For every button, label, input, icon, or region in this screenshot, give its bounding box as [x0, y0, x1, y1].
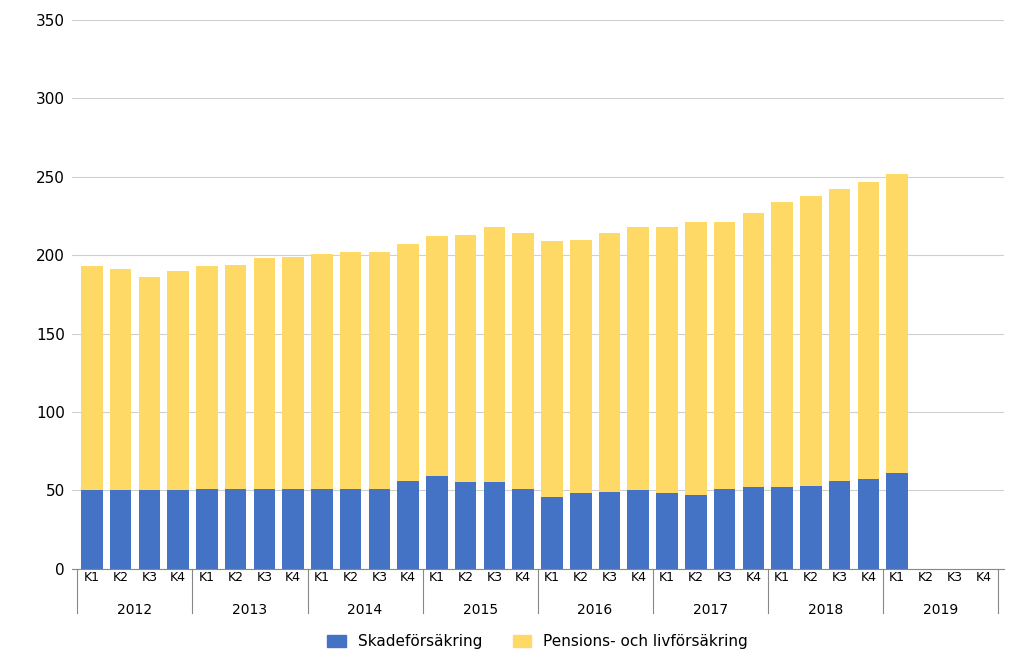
Bar — [340, 252, 361, 489]
Text: 2013: 2013 — [232, 603, 267, 617]
Bar — [426, 236, 447, 476]
Bar — [771, 487, 793, 569]
Bar — [196, 266, 218, 489]
Bar — [656, 494, 678, 569]
Legend: Skadeförsäkring, Pensions- och livförsäkring: Skadeförsäkring, Pensions- och livförsäk… — [319, 627, 756, 657]
Bar — [714, 222, 735, 489]
Text: 2012: 2012 — [118, 603, 153, 617]
Bar — [369, 252, 390, 489]
Bar — [628, 227, 649, 490]
Bar — [283, 489, 304, 569]
Text: 2018: 2018 — [808, 603, 843, 617]
Bar — [887, 174, 908, 473]
Text: 2019: 2019 — [923, 603, 957, 617]
Bar — [81, 490, 102, 569]
Bar — [599, 492, 621, 569]
Bar — [800, 486, 821, 569]
Bar — [311, 254, 333, 489]
Bar — [455, 482, 476, 569]
Bar — [254, 258, 275, 489]
Bar — [283, 257, 304, 489]
Bar — [483, 482, 505, 569]
Bar — [685, 222, 707, 495]
Bar — [828, 189, 850, 481]
Bar — [426, 476, 447, 569]
Bar — [857, 181, 880, 479]
Bar — [225, 264, 247, 489]
Text: 2014: 2014 — [347, 603, 383, 617]
Bar — [570, 240, 592, 494]
Bar — [483, 227, 505, 482]
Bar — [512, 489, 534, 569]
Bar — [369, 489, 390, 569]
Bar — [742, 487, 764, 569]
Bar — [656, 227, 678, 494]
Bar — [110, 490, 131, 569]
Text: 2015: 2015 — [463, 603, 498, 617]
Bar — [81, 266, 102, 490]
Bar — [714, 489, 735, 569]
Bar — [311, 489, 333, 569]
Bar — [110, 270, 131, 490]
Bar — [771, 202, 793, 487]
Bar — [800, 195, 821, 486]
Bar — [542, 496, 563, 569]
Bar — [397, 481, 419, 569]
Bar — [254, 489, 275, 569]
Bar — [138, 277, 160, 490]
Bar — [628, 490, 649, 569]
Bar — [512, 233, 534, 489]
Text: 2017: 2017 — [692, 603, 728, 617]
Bar — [167, 490, 188, 569]
Bar — [570, 494, 592, 569]
Bar — [455, 235, 476, 482]
Bar — [742, 213, 764, 487]
Bar — [887, 473, 908, 569]
Bar — [397, 244, 419, 481]
Text: 2016: 2016 — [578, 603, 612, 617]
Bar — [340, 489, 361, 569]
Bar — [599, 233, 621, 492]
Bar — [225, 489, 247, 569]
Bar — [167, 271, 188, 490]
Bar — [196, 489, 218, 569]
Bar — [542, 241, 563, 496]
Bar — [138, 490, 160, 569]
Bar — [685, 495, 707, 569]
Bar — [828, 481, 850, 569]
Bar — [857, 479, 880, 569]
